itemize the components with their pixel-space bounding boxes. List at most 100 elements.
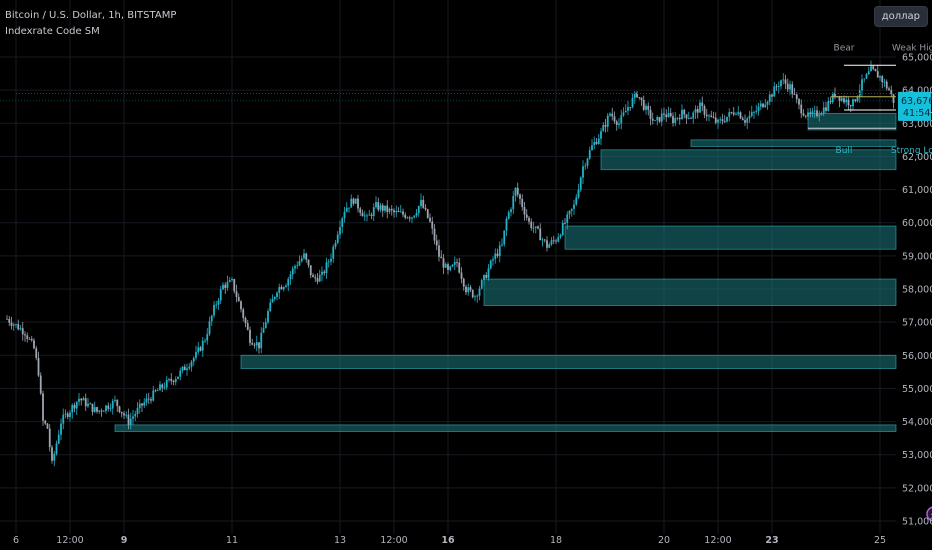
candle-body: [17, 324, 20, 330]
candle-body: [120, 411, 123, 414]
candle-body: [588, 150, 591, 159]
demand-zone: [600, 149, 897, 171]
candle-body: [762, 103, 764, 108]
candle-body: [872, 66, 875, 70]
candle-body: [741, 118, 744, 121]
price-axis[interactable]: 51,000 52,000 53,000 54,000 55,000 56,000 57,0…: [902, 53, 932, 528]
candle-body: [213, 304, 215, 316]
x-tick-label: 9: [121, 535, 128, 546]
candle-body: [685, 114, 688, 119]
candle-body: [485, 274, 488, 278]
candle-body: [611, 113, 614, 117]
candle-body: [150, 399, 152, 401]
candle-body: [66, 413, 69, 417]
candle-body: [879, 76, 881, 78]
candle-body: [415, 212, 418, 216]
candle-body: [613, 116, 616, 122]
candle-body: [273, 296, 276, 300]
candle-body: [8, 318, 11, 323]
candle-body: [579, 177, 582, 190]
candle-body: [368, 214, 371, 216]
candle-body: [35, 348, 38, 358]
candle-body: [26, 335, 29, 339]
candle-body: [210, 315, 213, 322]
candle-body: [417, 206, 420, 213]
lightning-icon[interactable]: [926, 506, 932, 522]
indicator-name[interactable]: Indexrate Code SM: [5, 26, 100, 37]
candle-body: [714, 117, 717, 123]
symbol-title[interactable]: Bitcoin / U.S. Dollar, 1h, BITSTAMP: [5, 10, 177, 21]
candle-body: [201, 340, 204, 351]
candle-body: [154, 390, 157, 392]
candle-body: [262, 328, 265, 333]
candle-body: [33, 340, 35, 349]
candle-body: [651, 118, 654, 121]
candle-body: [831, 93, 834, 103]
candle-body: [147, 398, 150, 400]
candle-body: [69, 412, 71, 417]
candle-body: [681, 109, 683, 120]
candle-body: [402, 211, 404, 215]
candle-body: [336, 234, 339, 243]
candle-body: [78, 398, 80, 402]
candle-body: [343, 211, 346, 219]
candle-body: [447, 264, 449, 270]
candle-body: [280, 287, 283, 290]
candle-body: [566, 214, 569, 223]
candle-body: [672, 116, 674, 124]
candle-body: [816, 110, 818, 117]
candle-body: [141, 403, 143, 406]
currency-button[interactable]: доллар: [873, 6, 928, 27]
candle-body: [640, 97, 643, 101]
candle-body: [847, 99, 850, 106]
candle-body: [469, 287, 472, 291]
candle-body: [309, 265, 312, 276]
candle-body: [228, 280, 231, 282]
candle-body: [102, 411, 105, 412]
candle-body: [642, 100, 645, 110]
candle-body: [6, 318, 8, 320]
candle-body: [73, 405, 76, 409]
candle-body: [543, 239, 546, 241]
candle-body: [105, 405, 107, 412]
candle-body: [404, 214, 407, 218]
candle-body: [881, 76, 884, 83]
candle-body: [676, 117, 679, 119]
candle-body: [312, 275, 314, 278]
candle-body: [366, 215, 368, 217]
candle-body: [771, 94, 773, 97]
annotation-text: Weak High: [892, 43, 932, 53]
candle-body: [708, 115, 710, 117]
candle-body: [807, 112, 809, 117]
candle-body: [37, 357, 40, 376]
candle-body: [44, 420, 47, 424]
candle-body: [111, 400, 114, 409]
candle-body: [291, 268, 294, 275]
candle-body: [136, 408, 139, 415]
candle-body: [206, 334, 209, 341]
annotation-text: Bear: [834, 43, 855, 53]
candle-body: [552, 240, 555, 242]
candle-body: [663, 113, 665, 115]
y-tick-label: 55,000: [902, 384, 932, 395]
candle-body: [654, 120, 656, 122]
candle-body: [298, 261, 301, 266]
candle-body: [696, 109, 699, 113]
candle-body: [723, 121, 726, 122]
candle-body: [341, 218, 344, 227]
candle-body: [667, 113, 670, 118]
candle-body: [48, 428, 51, 448]
y-tick-label: 56,000: [902, 351, 932, 362]
candle-body: [62, 414, 65, 424]
candle-body: [55, 443, 58, 454]
candle-body: [208, 321, 211, 335]
candle-body: [840, 98, 843, 101]
candle-body: [595, 142, 598, 144]
candle-body: [433, 228, 436, 241]
candle-body: [694, 109, 697, 113]
candle-body: [492, 259, 494, 261]
x-tick-label: 23: [765, 535, 778, 546]
candle-body: [737, 112, 740, 115]
